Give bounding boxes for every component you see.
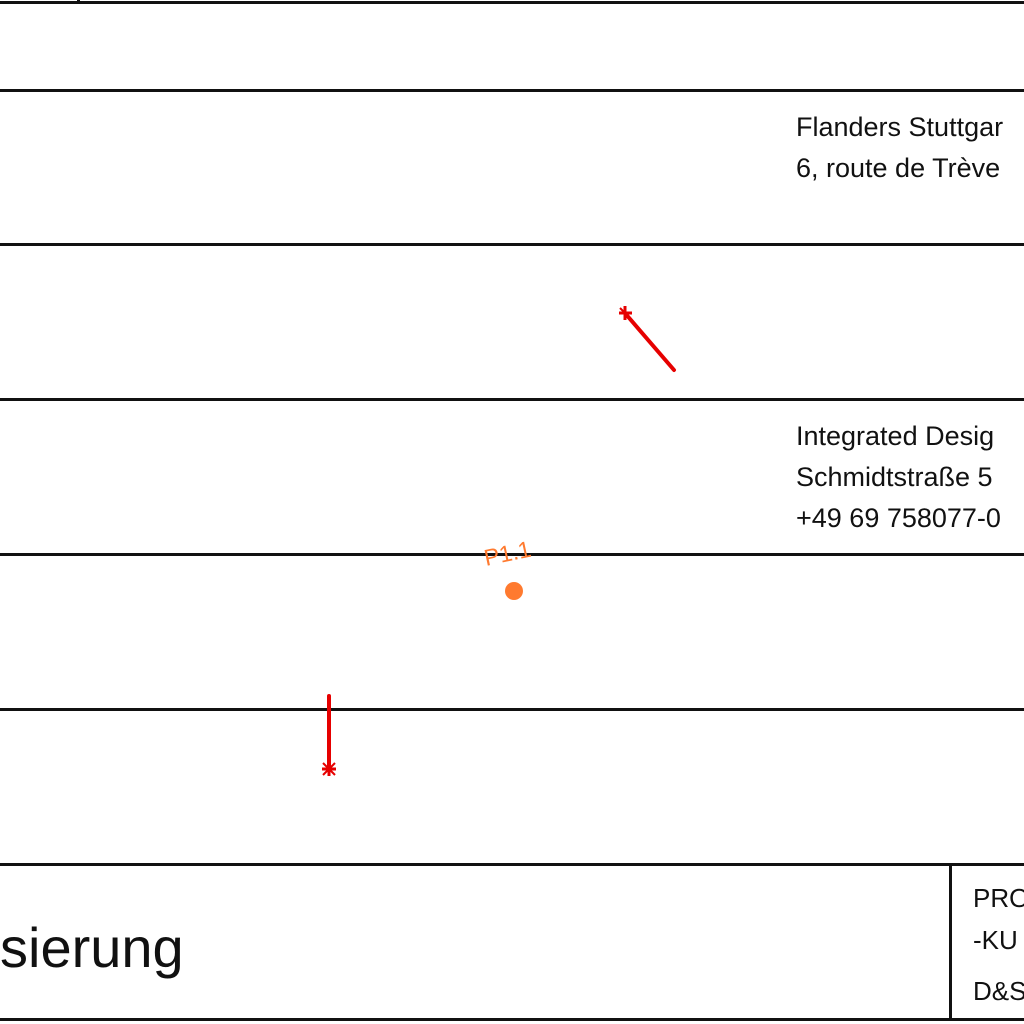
frame-line-7	[0, 863, 1024, 866]
address-2-line-3: +49 69 758077-0	[796, 503, 1001, 533]
address-1-line-1: Flanders Stuttgar	[796, 112, 1004, 142]
title-block-meta-2: -KU	[973, 925, 1018, 955]
pin-marker-upper[interactable]	[619, 306, 676, 372]
title-block-meta-3: D&S	[973, 976, 1024, 1006]
drawing-title: sierung	[0, 916, 184, 979]
point-marker-p1-1[interactable]	[505, 582, 523, 600]
address-block-2: Integrated Desig Schmidtstraße 5 +49 69 …	[796, 416, 1001, 539]
title-block-divider	[949, 863, 952, 1021]
title-block-meta-1: PRO	[973, 883, 1024, 913]
frame-line-8	[0, 1018, 1024, 1021]
frame-line-6	[0, 708, 1024, 711]
address-1-line-2: 6, route de Trève	[796, 153, 1001, 183]
point-label-p1-1: P1.1	[482, 536, 534, 571]
address-2-line-1: Integrated Desig	[796, 421, 995, 451]
pin-marker-lower[interactable]	[322, 694, 336, 776]
frame-line-4	[0, 398, 1024, 401]
frame-line-2	[0, 89, 1024, 92]
address-block-1: Flanders Stuttgar 6, route de Trève	[796, 107, 1003, 189]
frame-line-5	[0, 553, 1024, 556]
frame-line-1	[0, 1, 1024, 4]
frame-line-3	[0, 243, 1024, 246]
address-2-line-2: Schmidtstraße 5	[796, 462, 993, 492]
